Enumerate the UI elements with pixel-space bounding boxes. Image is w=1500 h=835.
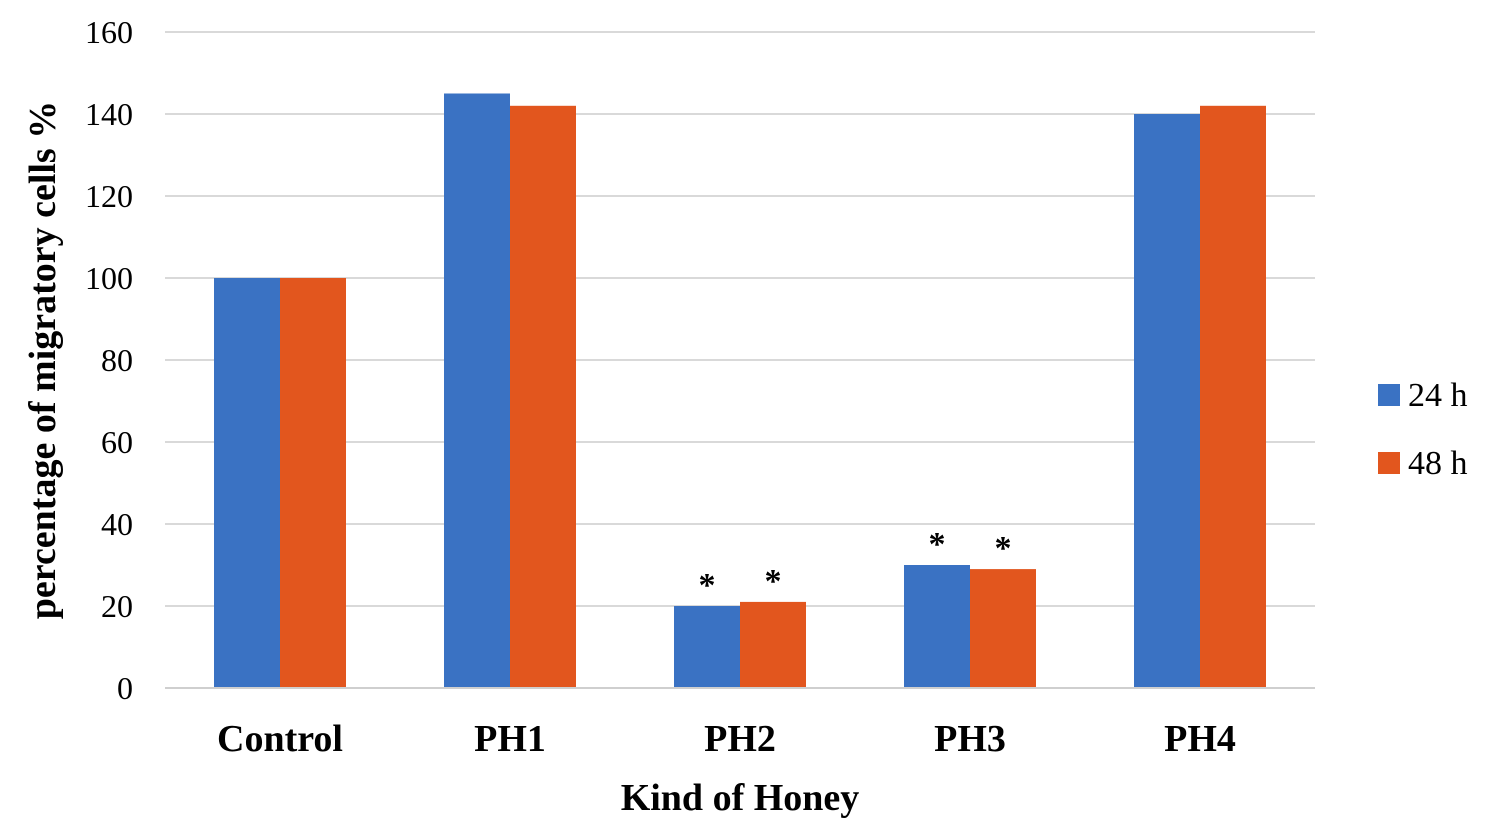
gridlines [165,31,1315,607]
x-tick-label: Control [217,718,343,760]
y-axis-label: percentage of migratory cells % [22,101,64,619]
y-tick-label: 100 [85,260,133,296]
bar-24h-control [214,278,280,688]
bar-24h-ph4 [1134,114,1200,688]
x-axis-label: Kind of Honey [621,777,860,819]
legend: 24 h 48 h [1378,377,1468,482]
significance-asterisk: * [699,567,716,604]
bars [214,93,1266,689]
y-tick-label: 140 [85,96,133,132]
x-axis-ticks: Control PH1 PH2 PH3 PH4 [217,718,1236,760]
legend-label: 24 h [1408,377,1468,414]
x-tick-label: PH1 [474,718,546,760]
x-tick-label: PH2 [704,718,776,760]
x-tick-label: PH3 [934,718,1006,760]
bar-48h-control [280,278,346,688]
bar-48h-ph4 [1200,105,1266,689]
significance-asterisk: * [929,526,946,563]
y-tick-label: 60 [101,424,133,460]
bar-48h-ph2 [740,601,806,688]
bar-48h-ph3 [970,569,1036,688]
bar-24h-ph3 [904,565,970,688]
bar-48h-ph1 [510,105,576,689]
significance-asterisk: * [765,563,782,600]
x-tick-label: PH4 [1164,718,1236,760]
significance-asterisk: * [995,530,1012,567]
legend-swatch [1378,384,1400,406]
significance-markers: * * * * [699,526,1012,604]
y-tick-label: 40 [101,506,133,542]
y-tick-label: 0 [117,670,133,706]
y-tick-label: 120 [85,178,133,214]
legend-swatch [1378,452,1400,474]
bar-24h-ph2 [674,606,740,688]
bar-24h-ph1 [444,93,510,688]
y-tick-label: 160 [85,14,133,50]
y-tick-label: 80 [101,342,133,378]
y-tick-label: 20 [101,588,133,624]
legend-label: 48 h [1408,445,1468,482]
y-axis-ticks: 0 20 40 60 80 100 120 140 160 [85,14,133,706]
